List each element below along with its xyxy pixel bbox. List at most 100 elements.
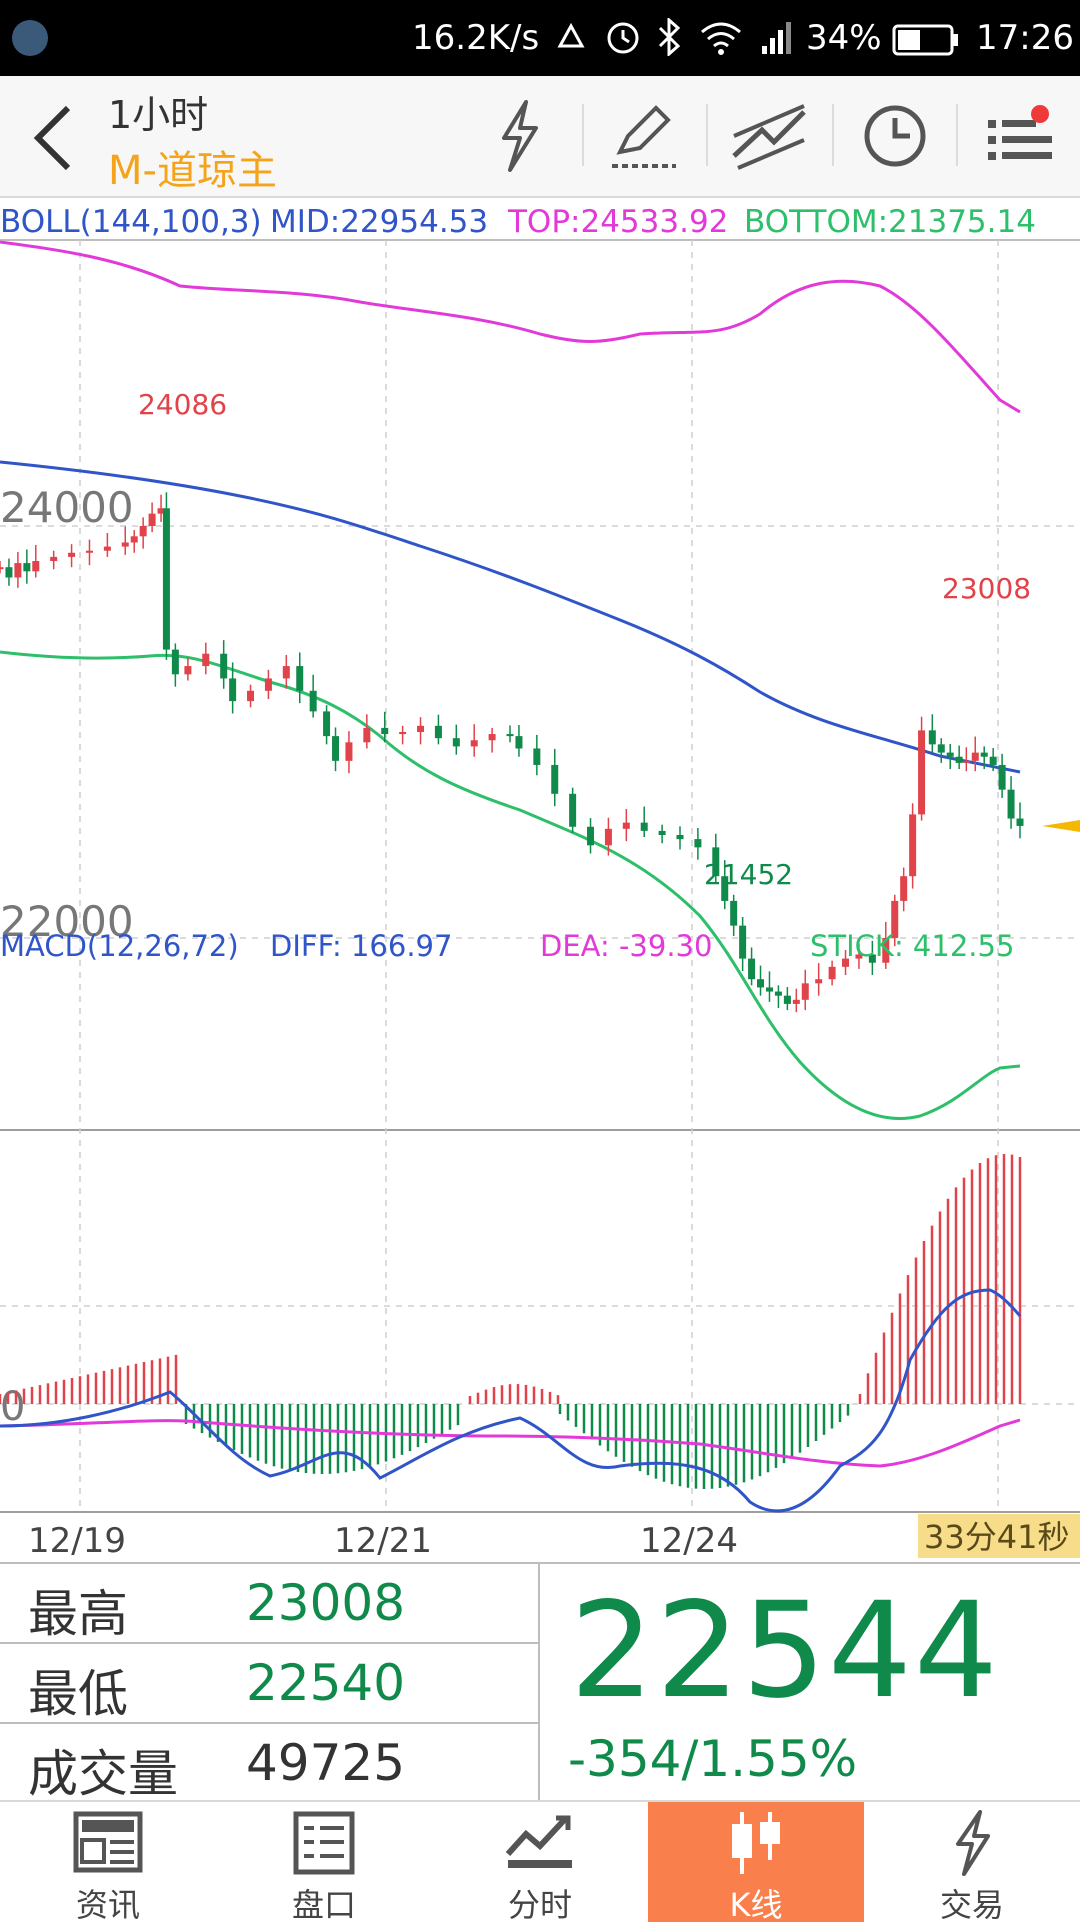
- candle-body: [184, 666, 192, 675]
- candle-body: [533, 748, 541, 765]
- separator: [956, 104, 958, 166]
- current-price-marker: [1042, 820, 1080, 832]
- kline-chart[interactable]: 24000 22000 24086 23008 21452 MACD(12,26…: [0, 196, 1080, 1562]
- candle-body: [85, 550, 93, 553]
- candle-body: [363, 727, 371, 743]
- macd-label: MACD(12,26,72): [0, 929, 239, 963]
- nav-item-news[interactable]: 资讯: [0, 1802, 216, 1924]
- candle-body: [470, 740, 478, 747]
- boll-top-line: [0, 240, 1021, 414]
- bluetooth-icon: [658, 18, 681, 56]
- timeshare-icon: [505, 1815, 572, 1868]
- boll-bottom: BOTTOM:21375.14: [744, 204, 1036, 240]
- candle-body: [282, 666, 290, 679]
- candle-body: [658, 830, 666, 835]
- battery-icon: [892, 24, 958, 56]
- volume-value: 49725: [246, 1734, 406, 1792]
- wifi-icon: [701, 22, 741, 55]
- macd-diff-line: [0, 1288, 1022, 1513]
- candle-body: [971, 752, 979, 761]
- candle-body: [23, 563, 31, 572]
- candle-body: [604, 828, 612, 846]
- candle-body: [622, 822, 630, 829]
- candle-body: [640, 822, 648, 831]
- bottom-nav: 资讯 盘口 分时 K线 交易: [0, 1800, 1080, 1924]
- candle-body: [296, 666, 304, 691]
- candle-body: [399, 732, 407, 735]
- boll-label: BOLL(144,100,3): [0, 204, 262, 240]
- candle-body: [121, 542, 129, 547]
- menu-button[interactable]: [972, 96, 1062, 176]
- date-label-1219: 12/19: [28, 1521, 126, 1561]
- candle-body: [783, 995, 791, 1004]
- candle-body: [962, 760, 970, 763]
- candle-body: [139, 526, 147, 537]
- candle-body: [68, 552, 76, 557]
- candle-body: [148, 513, 156, 526]
- menu-list-icon: [988, 105, 1052, 160]
- candle-body: [998, 764, 1006, 790]
- low-value: 22540: [246, 1654, 406, 1712]
- candle-body: [14, 563, 22, 578]
- candle-body: [332, 736, 340, 761]
- candle-body: [774, 991, 782, 996]
- network-speed: 16.2K/s: [412, 18, 540, 58]
- boll-top: TOP:24533.92: [508, 204, 729, 240]
- candle-body: [1016, 818, 1024, 826]
- candle-body: [815, 979, 823, 984]
- nav-item-timeshare[interactable]: 分时: [432, 1802, 648, 1924]
- orderbook-icon: [293, 1811, 355, 1875]
- high-value: 23008: [246, 1574, 406, 1632]
- candle-body: [220, 653, 228, 679]
- date-label-1221: 12/21: [334, 1521, 432, 1561]
- nav-item-kline[interactable]: K线: [648, 1802, 864, 1924]
- indicator-button[interactable]: [724, 96, 814, 176]
- candle-body: [792, 999, 800, 1004]
- candle-body: [162, 508, 170, 650]
- nav-label-timeshare: 分时: [507, 1886, 572, 1924]
- candle-body: [937, 744, 945, 753]
- lightning-button[interactable]: [474, 96, 564, 176]
- candle-body: [989, 756, 997, 765]
- mid-high-annotation: 23008: [942, 572, 1031, 605]
- back-arrow-icon[interactable]: [24, 100, 84, 176]
- candlestick-icon: [732, 1812, 780, 1874]
- candle-body: [452, 738, 460, 747]
- price-change: -354/1.55%: [568, 1730, 858, 1788]
- macd-diff: DIFF: 166.97: [270, 929, 452, 963]
- candle-body: [323, 711, 331, 737]
- divider: [538, 1564, 540, 1802]
- pencil-icon: [612, 105, 676, 168]
- low-annotation: 21452: [704, 858, 793, 891]
- candle-body: [757, 979, 765, 988]
- alarm-icon: [607, 22, 639, 54]
- candle-body: [842, 958, 850, 967]
- y-label-24000: 24000: [0, 483, 134, 532]
- symbol-label[interactable]: M-道琼主: [108, 148, 277, 194]
- signal-icon: [762, 22, 791, 54]
- candle-body: [506, 734, 514, 737]
- low-label: 最低: [28, 1665, 128, 1723]
- draw-button[interactable]: [598, 96, 688, 176]
- macd-dea-line: [0, 1418, 1021, 1468]
- candle-body: [515, 736, 523, 749]
- period-label[interactable]: 1小时: [108, 93, 209, 137]
- app-notification-icon: [12, 20, 48, 56]
- divider: [0, 1642, 538, 1644]
- macd-stick: STICK: 412.55: [810, 929, 1014, 963]
- nav-item-orderbook[interactable]: 盘口: [216, 1802, 432, 1924]
- candle-body: [909, 814, 917, 877]
- nav-item-trade[interactable]: 交易: [864, 1802, 1080, 1924]
- header: 1小时 M-道琼主: [0, 76, 1080, 198]
- boll-mid-line: [0, 460, 1021, 774]
- candle-body: [730, 900, 738, 926]
- period-button[interactable]: [850, 96, 940, 176]
- lightning-icon: [502, 100, 538, 172]
- candle-body: [309, 690, 317, 712]
- high-annotation: 24086: [138, 388, 227, 421]
- nav-label-trade: 交易: [939, 1886, 1004, 1924]
- volume-label: 成交量: [28, 1745, 178, 1803]
- separator: [582, 104, 584, 166]
- boll-mid: MID:22954.53: [270, 204, 489, 240]
- candle-body: [50, 556, 58, 562]
